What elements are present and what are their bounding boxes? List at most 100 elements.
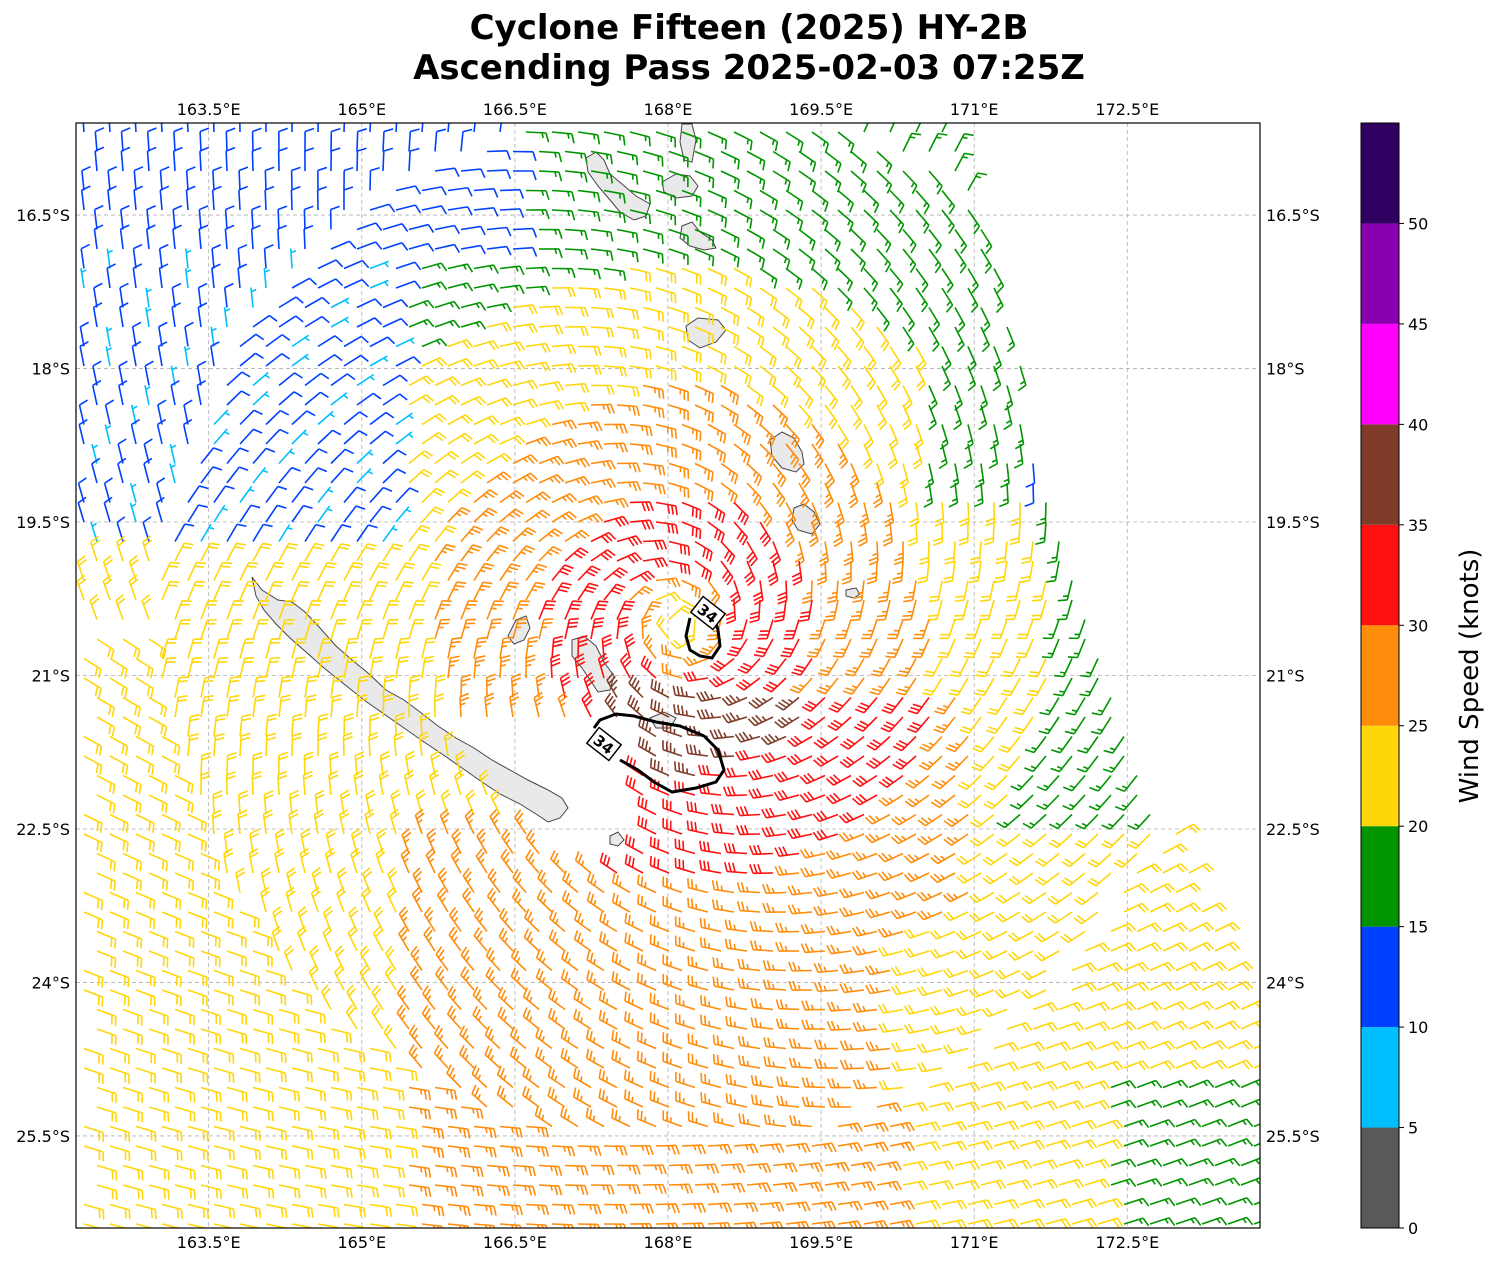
wind-barb-half-flag [541,190,545,196]
wind-barb [954,132,974,152]
wind-barb-staff [343,123,346,133]
wind-barb-flag [297,637,307,640]
wind-barb-half-flag [501,645,508,648]
wind-barb-flag [695,527,698,538]
wind-barb-half-flag [847,220,851,226]
wind-barb-flag [939,652,949,655]
wind-barb [902,170,918,195]
wind-barb [303,224,314,250]
wind-barb-flag [860,651,871,655]
wind-barb-half-flag [885,181,890,188]
wind-barb [694,228,715,247]
wind-barb-flag [520,600,530,603]
wind-barb [486,245,512,256]
wind-barb-flag [121,146,131,152]
wind-barb [421,123,424,133]
wind-barb [889,123,896,133]
wind-barb-flag [211,244,222,250]
wind-barb-half-flag [771,276,775,283]
island-mid-1 [769,431,805,473]
wind-barb [733,189,753,210]
wind-barb-staff [460,677,463,698]
wind-barb-flag [246,584,256,587]
wind-barb-flag [660,644,664,654]
wind-barb-flag [545,209,550,220]
wind-barb-flag [299,580,310,584]
wind-barb-flag [623,271,627,281]
wind-barb-half-flag [910,182,915,188]
wind-barb-flag [544,603,555,607]
wind-barb-flag [494,600,504,603]
wind-barb-half-flag [860,181,864,187]
wind-barb-staff [134,123,137,133]
wind-barb-flag [597,192,601,203]
wind-barb-flag [374,637,385,640]
wind-barb-half-flag [704,488,707,494]
wind-barb-flag [1032,595,1043,598]
wind-barb-flag [450,110,459,112]
wind-barb [447,263,474,273]
wind-barb-half-flag [691,585,694,591]
wind-barb-flag [378,581,388,584]
wind-barb-flag [198,224,209,230]
wind-barb-staff [356,241,377,250]
wind-barb-flag [712,158,715,169]
wind-barb-staff [1044,502,1047,523]
wind-barb-staff [146,150,150,172]
wind-barb-half-flag [896,572,903,575]
wind-barb-half-flag [866,648,873,651]
wind-barb-flag [146,204,156,211]
wind-barb-flag [657,388,661,399]
wind-barb [629,209,652,225]
wind-barb-half-flag [654,484,657,490]
wind-barb [421,205,448,215]
wind-barb [538,248,563,259]
wind-barb [158,243,169,269]
wind-barb-half-flag [758,256,762,263]
wind-barb-flag [251,224,261,230]
wind-barb-staff [250,228,254,250]
wind-barb-staff [473,207,494,211]
wind-barb-flag [292,109,301,112]
wind-barb-staff [224,229,228,250]
wind-barb-flag [440,262,448,272]
wind-barb [967,209,981,235]
wind-barb-half-flag [580,230,583,236]
wind-barb-half-flag [660,767,664,773]
wind-barb-staff [434,131,438,152]
wind-barb [146,204,156,230]
wind-barb-flag [172,205,183,211]
wind-barb [277,224,288,250]
wind-barb-staff [408,242,429,250]
wind-barb-flag [343,166,354,172]
wind-barb-half-flag [847,141,852,148]
wind-barb-flag [388,203,396,213]
wind-barb-flag [724,218,728,228]
wind-barb-half-flag [870,117,875,118]
wind-barb-half-flag [185,249,192,254]
wind-barb-flag [404,581,414,584]
wind-barb [850,248,866,272]
wind-barb [198,205,209,230]
wind-barb [863,267,879,292]
wind-barb [980,248,993,274]
wind-barb [785,131,804,153]
wind-barb [590,170,614,184]
wind-barb-flag [761,239,766,249]
wind-barb-staff [395,261,416,270]
wind-barb-staff [225,150,228,172]
wind-barb [915,209,930,234]
wind-barb-flag [264,244,274,250]
wind-barb-half-flag [935,241,940,247]
wind-barb [577,209,601,222]
wind-barb-half-flag [783,257,787,264]
wind-barb-flag [571,268,576,278]
wind-barb-half-flag [972,281,977,287]
wind-barb-flag [225,146,236,152]
wind-barb-flag [121,127,131,133]
wind-barb-staff [915,123,922,133]
wind-barb-staff [199,150,202,172]
wind-barb-flag [370,166,380,172]
wind-barb-staff [107,190,111,211]
wind-barb [720,150,740,170]
